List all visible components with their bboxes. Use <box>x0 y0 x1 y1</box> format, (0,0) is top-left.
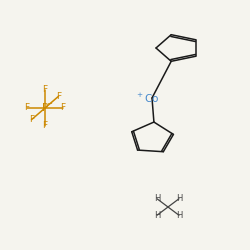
Text: F: F <box>24 104 29 112</box>
Text: F: F <box>42 122 48 130</box>
Text: $^+$Co: $^+$Co <box>135 92 159 104</box>
Text: −: − <box>46 101 52 107</box>
Text: H: H <box>154 194 160 203</box>
Text: F: F <box>29 115 34 124</box>
Text: H: H <box>154 211 160 220</box>
Text: F: F <box>56 92 61 101</box>
Text: F: F <box>42 86 48 94</box>
Text: P: P <box>42 103 48 113</box>
Text: F: F <box>60 104 66 112</box>
Text: H: H <box>176 194 182 203</box>
Text: H: H <box>176 211 182 220</box>
